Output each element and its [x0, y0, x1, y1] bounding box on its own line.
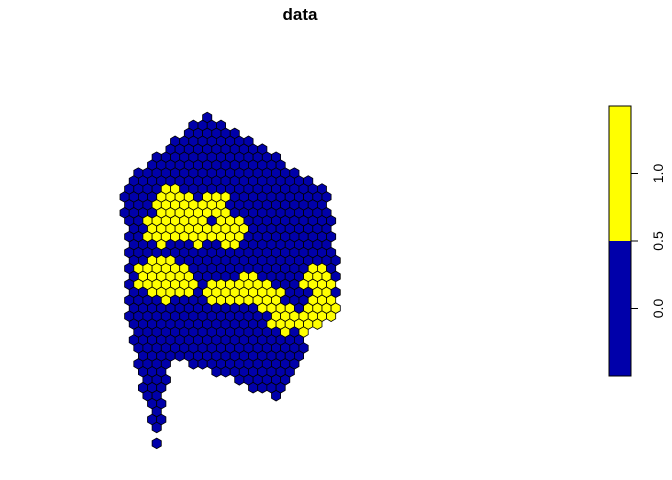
hex-cell-low [151, 421, 162, 434]
hex-cell-low [174, 350, 185, 362]
hex-cell-low [188, 358, 199, 370]
hex-cell-low [257, 381, 268, 394]
hex-cell-low [271, 389, 282, 402]
hex-cell-low [197, 358, 208, 370]
chart-title: data [283, 5, 319, 24]
hex-cell-low [220, 366, 231, 378]
hex-cell-high [326, 310, 337, 322]
hex-cell-low [151, 437, 162, 450]
colorbar: 0.0 0.5 1.0 [608, 105, 666, 377]
hex-cell-high [312, 318, 323, 330]
hex-cell-low [248, 381, 259, 394]
hex-map [119, 111, 341, 450]
colorbar-tick-label: 0.0 [650, 299, 666, 319]
colorbar-ticks: 0.0 0.5 1.0 [631, 164, 666, 319]
colorbar-low-segment [609, 241, 631, 376]
colorbar-tick-label: 1.0 [650, 164, 666, 184]
colorbar-tick-label: 0.5 [650, 231, 666, 251]
hex-cell-low [234, 374, 245, 386]
hex-cell-low [211, 366, 222, 378]
colorbar-high-segment [609, 106, 631, 241]
